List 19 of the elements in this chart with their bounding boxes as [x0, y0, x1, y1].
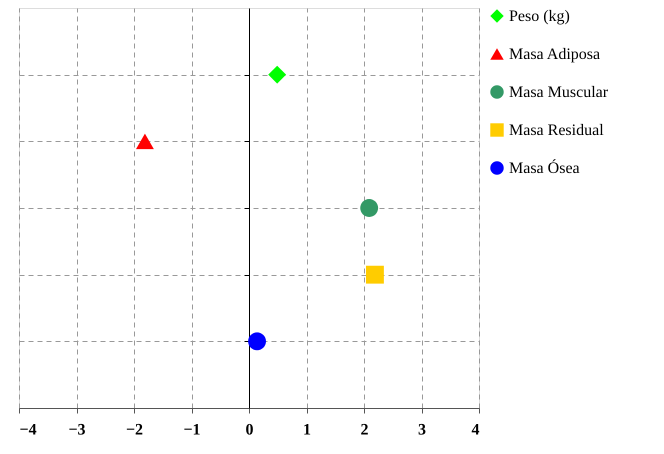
x-tick-label: 2 — [360, 422, 368, 438]
legend-label: Peso (kg) — [509, 8, 570, 25]
legend-label: Masa Residual — [509, 122, 604, 139]
legend-label: Masa Adiposa — [509, 46, 600, 63]
x-tick-label: 0 — [246, 422, 254, 438]
x-tick-label: −3 — [68, 422, 86, 438]
x-tick-label: −2 — [126, 422, 144, 438]
point — [360, 199, 378, 217]
point — [136, 134, 154, 150]
x-tick-label: 1 — [303, 422, 311, 438]
legend-label: Masa Muscular — [509, 84, 609, 101]
x-tick-label: 4 — [472, 422, 480, 438]
legend-label: Masa Ósea — [509, 159, 580, 177]
point — [268, 66, 286, 84]
x-tick-label: 3 — [418, 422, 426, 438]
point — [366, 266, 384, 284]
point — [248, 332, 266, 350]
x-tick-label: −4 — [20, 422, 37, 438]
x-tick-label: −1 — [183, 422, 201, 438]
